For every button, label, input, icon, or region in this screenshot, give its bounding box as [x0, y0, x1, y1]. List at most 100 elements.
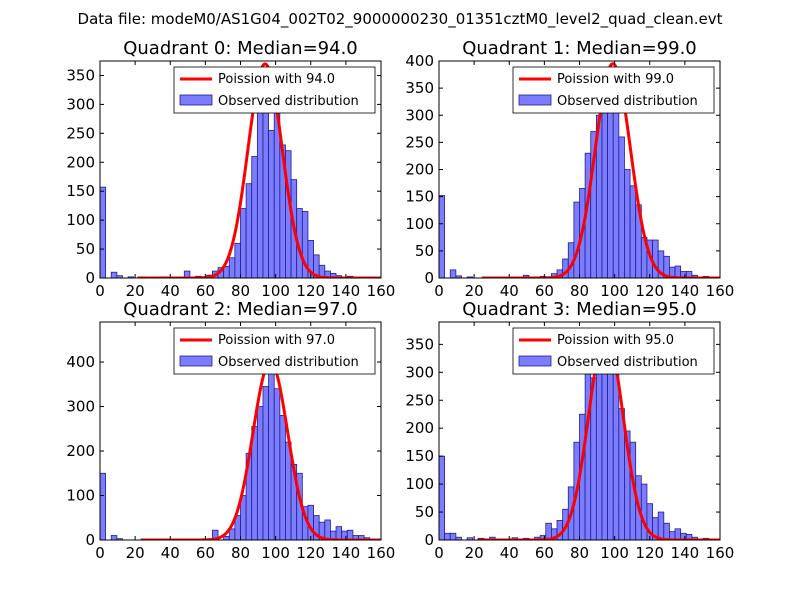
bar: [268, 366, 275, 540]
chart-panel-1: Quadrant 1: Median=99.0 0 20 40 60 80 100 120 14…: [405, 38, 734, 300]
legend-bar-label: Observed distribution: [218, 94, 359, 109]
x-tick-label: 120: [635, 544, 664, 562]
y-tick-label: 300: [66, 398, 95, 416]
bar: [466, 537, 474, 540]
legend-bar-swatch: [518, 94, 552, 106]
x-tick-label: 160: [706, 544, 735, 562]
y-tick-label: 350: [405, 335, 434, 353]
y-tick-label: 200: [405, 419, 434, 437]
bar: [110, 535, 118, 540]
chart-panel-2: Quadrant 2: Median=97.0 0 20 40 60 80 100 120 14…: [66, 299, 395, 562]
y-tick-label: 150: [405, 188, 434, 206]
bar: [618, 136, 625, 278]
y-tick-label: 350: [405, 79, 434, 97]
legend-bar-label: Observed distribution: [557, 355, 698, 370]
bar: [245, 183, 253, 278]
bars-group: [100, 360, 381, 540]
bar: [466, 276, 474, 278]
bar: [601, 355, 608, 540]
x-tick-label: 100: [261, 544, 290, 562]
bar: [346, 529, 354, 540]
bar: [595, 349, 603, 540]
x-tick-label: 140: [671, 544, 700, 562]
bar: [674, 528, 682, 540]
bar: [449, 532, 457, 540]
x-tick-label: 120: [296, 282, 325, 300]
bar: [211, 529, 219, 540]
chart-panel-0: Quadrant 0: Median=94.0 0 20 40 60 80 100 120 14…: [66, 38, 395, 300]
bar: [607, 112, 614, 278]
x-tick-label: 60: [535, 544, 554, 562]
y-tick-label: 0: [424, 269, 434, 287]
x-tick-label: 160: [367, 544, 396, 562]
bar: [116, 275, 123, 278]
y-tick-label: 50: [76, 240, 95, 258]
x-tick-label: 140: [671, 282, 700, 300]
y-tick-label: 200: [405, 161, 434, 179]
bar: [110, 271, 118, 278]
legend-bar-swatch: [179, 94, 213, 106]
bar: [612, 109, 620, 278]
x-tick-label: 60: [196, 282, 215, 300]
bar: [100, 472, 107, 540]
legend-line-label: Poission with 95.0: [557, 333, 674, 348]
bar: [444, 532, 451, 540]
x-tick-label: 100: [600, 282, 629, 300]
x-tick-label: 140: [332, 544, 361, 562]
x-tick-label: 60: [196, 544, 215, 562]
bar: [439, 195, 446, 278]
bar: [652, 239, 659, 278]
bar: [100, 186, 107, 278]
bars-group: [439, 62, 720, 278]
x-tick-label: 0: [434, 544, 444, 562]
legend: Poission with 97.0 Observed distribution: [173, 327, 376, 375]
legend-line-label: Poission with 97.0: [218, 333, 335, 348]
x-tick-label: 40: [500, 282, 519, 300]
x-tick-label: 100: [261, 282, 290, 300]
bar: [223, 536, 230, 540]
chart-title: Quadrant 1: Median=99.0: [462, 38, 697, 59]
bar: [234, 242, 241, 278]
bar: [324, 519, 331, 540]
x-tick-label: 80: [570, 282, 589, 300]
x-tick-label: 20: [465, 544, 484, 562]
y-tick-label: 150: [66, 182, 95, 200]
y-tick-label: 400: [66, 353, 95, 371]
y-tick-label: 100: [405, 475, 434, 493]
legend-line-label: Poission with 94.0: [218, 72, 335, 87]
bar: [256, 106, 264, 278]
x-tick-label: 80: [231, 544, 250, 562]
legend: Poission with 99.0 Observed distribution: [512, 66, 715, 114]
bar: [439, 455, 446, 540]
x-tick-label: 0: [434, 282, 444, 300]
bar: [640, 483, 648, 540]
x-tick-label: 0: [95, 544, 105, 562]
x-tick-label: 140: [332, 282, 361, 300]
bar: [256, 406, 264, 540]
x-tick-label: 120: [635, 282, 664, 300]
x-tick-label: 40: [161, 544, 180, 562]
y-tick-label: 250: [66, 124, 95, 142]
bar: [624, 169, 631, 278]
bar: [601, 87, 608, 278]
bar: [251, 156, 258, 278]
y-tick-label: 350: [66, 66, 95, 84]
y-tick-label: 150: [405, 447, 434, 465]
y-tick-label: 300: [405, 363, 434, 381]
y-tick-label: 0: [85, 531, 95, 549]
y-tick-label: 300: [405, 106, 434, 124]
bar: [573, 201, 580, 278]
bar: [607, 371, 614, 540]
legend-bar-swatch: [518, 355, 552, 367]
y-tick-label: 200: [66, 153, 95, 171]
bar: [335, 526, 343, 540]
bar: [663, 522, 670, 540]
bar: [268, 130, 275, 278]
x-tick-label: 20: [126, 282, 145, 300]
y-tick-label: 50: [415, 503, 434, 521]
x-tick-label: 80: [231, 282, 250, 300]
y-tick-label: 50: [415, 242, 434, 260]
y-tick-label: 250: [405, 391, 434, 409]
